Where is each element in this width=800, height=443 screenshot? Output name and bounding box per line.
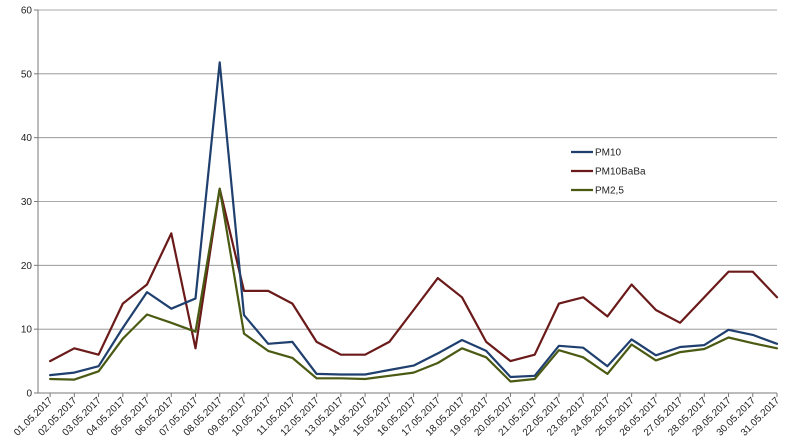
y-tick-label: 40 bbox=[21, 133, 33, 144]
y-tick-label: 0 bbox=[26, 389, 32, 400]
y-axis-tick-labels: 0 10 20 30 40 50 60 bbox=[21, 6, 33, 400]
legend-label: PM2,5 bbox=[595, 186, 624, 197]
legend-label: PM10 bbox=[595, 148, 622, 159]
axes bbox=[34, 9, 778, 397]
series-lines bbox=[48, 61, 779, 383]
gridlines bbox=[38, 9, 777, 330]
series-line-pm2-5 bbox=[48, 187, 779, 383]
y-tick-label: 60 bbox=[21, 6, 33, 17]
y-tick-label: 50 bbox=[21, 69, 33, 80]
y-tick-label: 10 bbox=[21, 325, 33, 336]
legend-label: PM10BaBa bbox=[595, 167, 646, 178]
series-line-pm10 bbox=[48, 61, 779, 379]
legend: PM10 PM10BaBa PM2,5 bbox=[571, 148, 646, 197]
series-line-pm10baba bbox=[48, 187, 779, 363]
y-tick-label: 20 bbox=[21, 261, 33, 272]
y-tick-label: 30 bbox=[21, 197, 33, 208]
